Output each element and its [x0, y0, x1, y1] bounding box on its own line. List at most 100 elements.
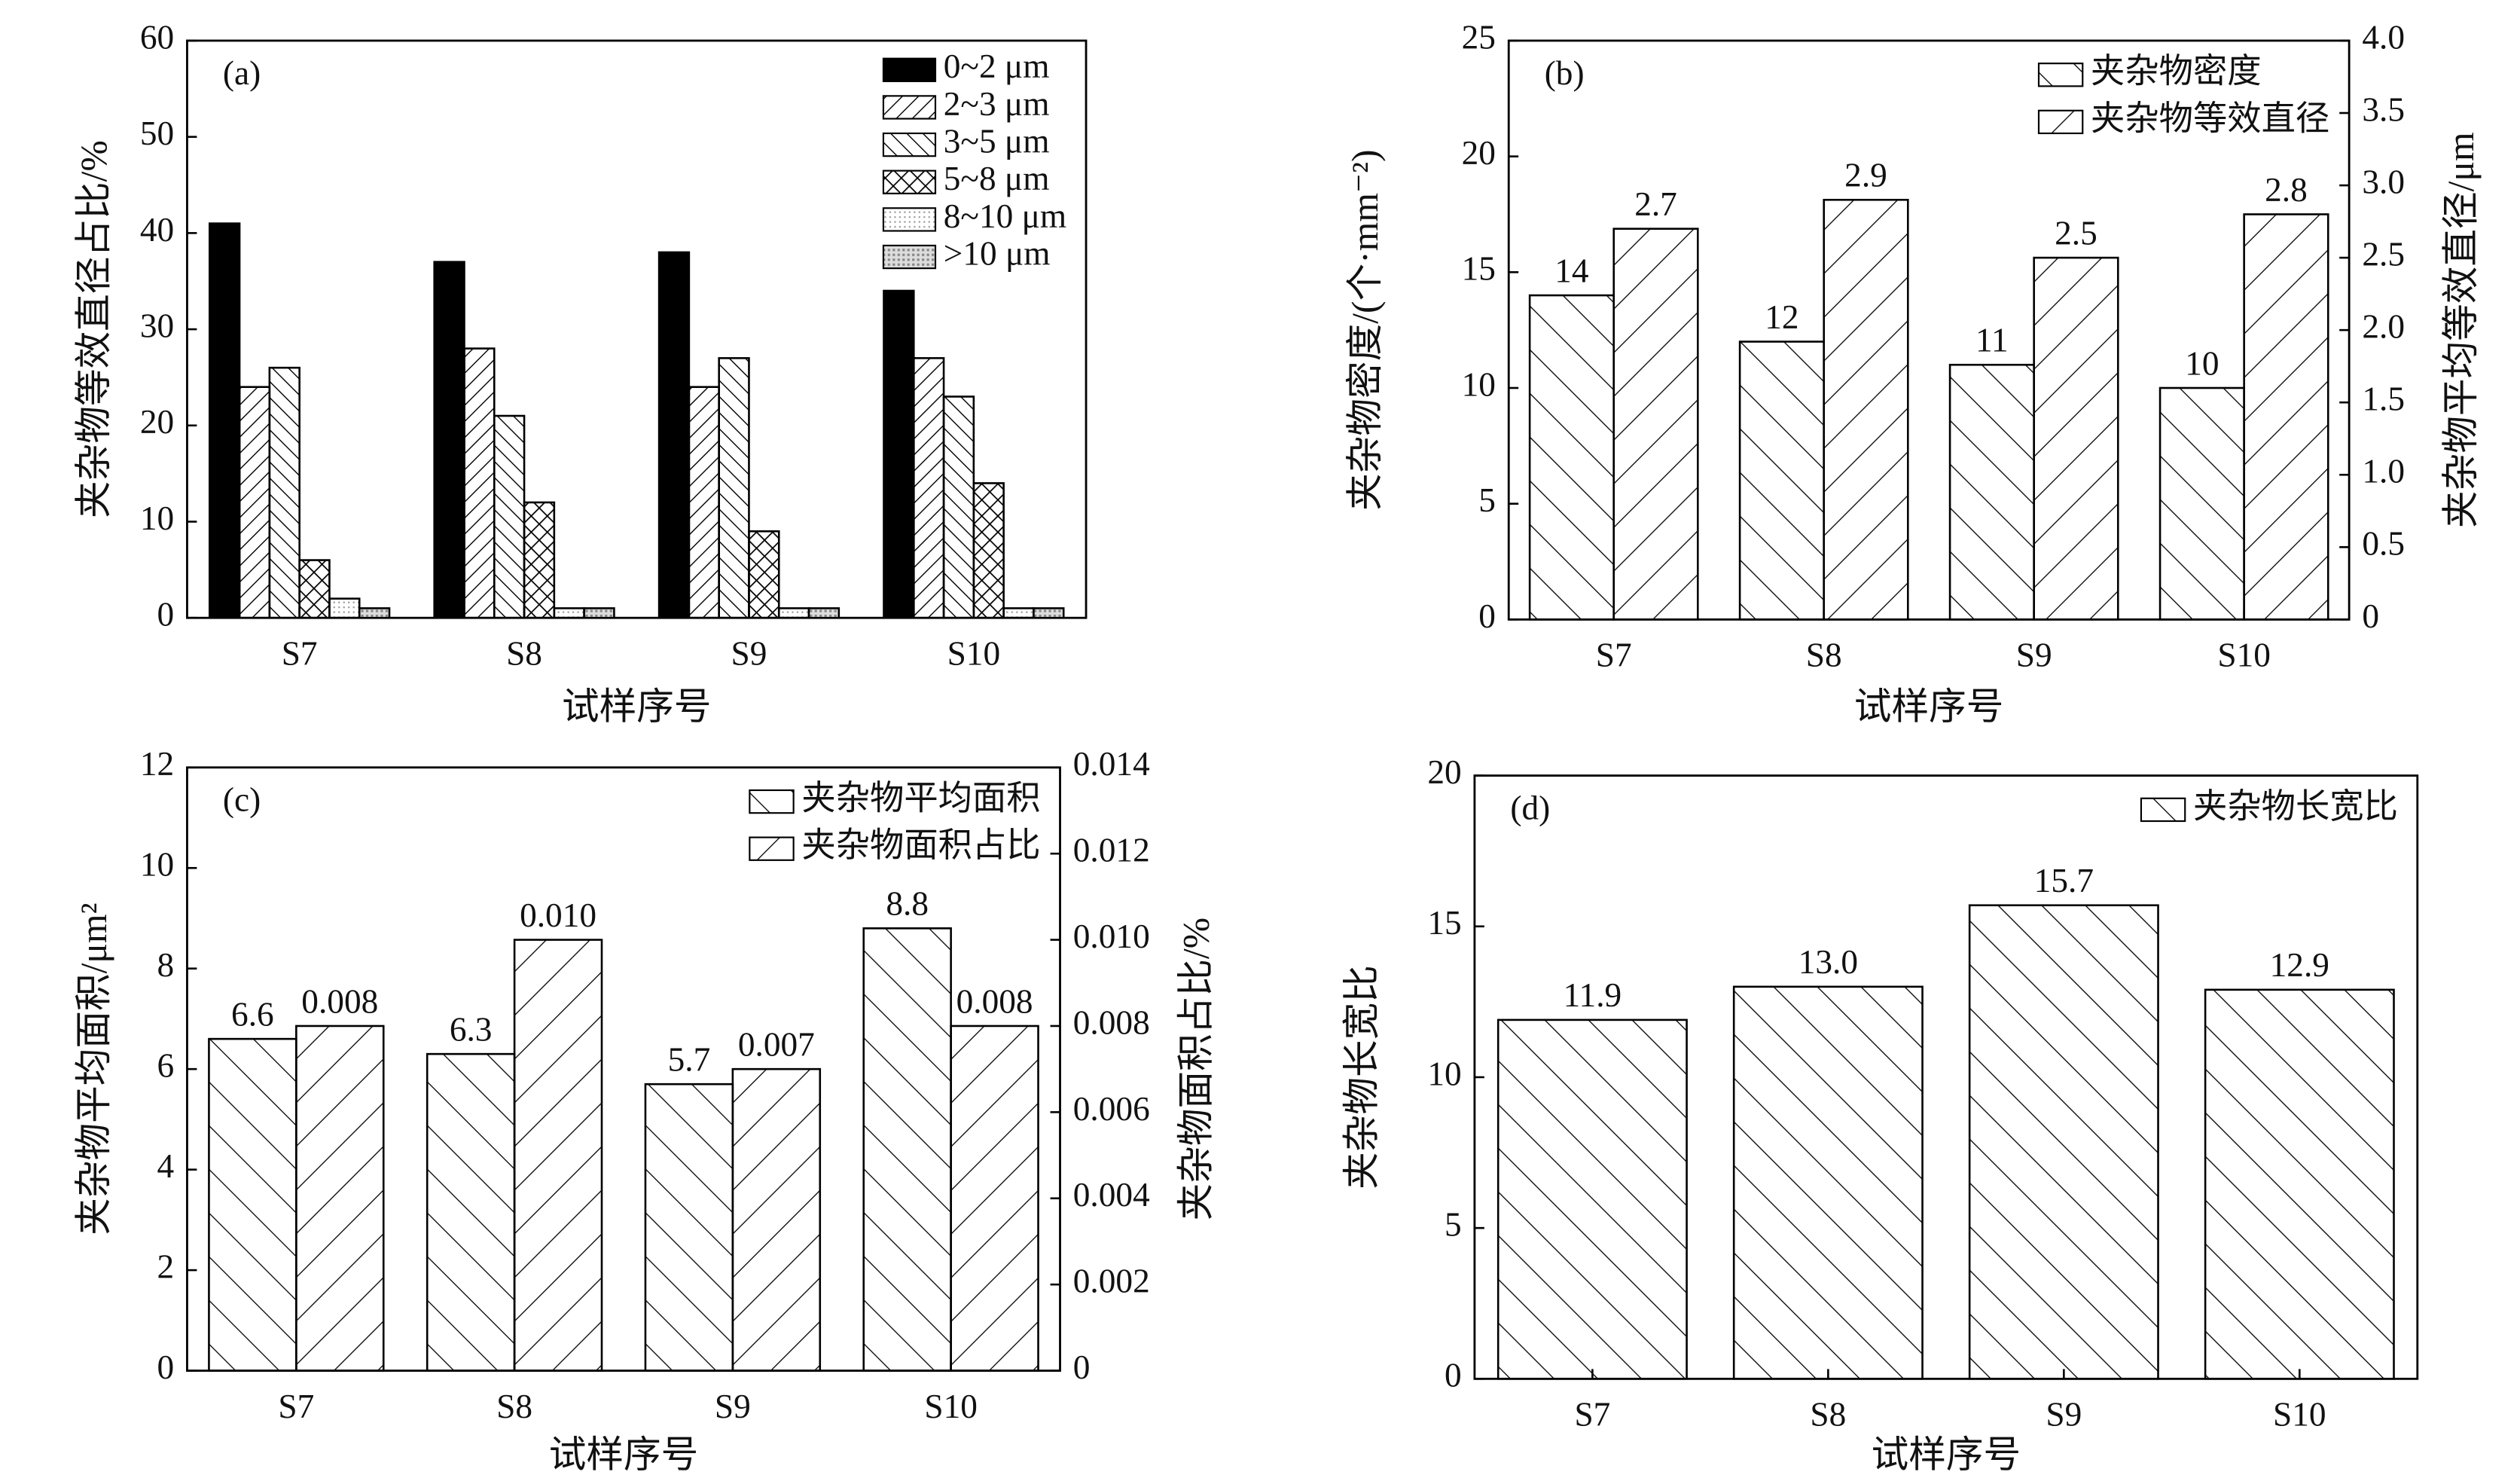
- y-tick-label: 0: [1478, 597, 1496, 635]
- bar: [208, 222, 241, 619]
- bar: [583, 607, 615, 619]
- y-tick-label: 25: [1462, 18, 1496, 56]
- y2-axis-label: 夹杂物平均等效直径/μm: [2440, 132, 2482, 528]
- bar: [358, 607, 391, 619]
- y2-tick-label: 0.010: [1073, 918, 1150, 955]
- y2-tick-label: 0.008: [1073, 1003, 1150, 1041]
- legend-label: 夹杂物密度: [2091, 53, 2262, 90]
- panel-label: (d): [1510, 789, 1550, 826]
- y2-tick-label: 0: [1073, 1348, 1091, 1386]
- bar: [2204, 988, 2395, 1380]
- y-tick-label: 4: [157, 1147, 175, 1185]
- y2-tick-label: 0: [2362, 597, 2379, 635]
- bar: [208, 1037, 297, 1372]
- bar: [807, 607, 841, 619]
- y-tick-label: 6: [157, 1047, 175, 1085]
- bar: [1732, 985, 1924, 1380]
- y-tick-label: 15: [1427, 904, 1461, 942]
- legend-label: 5~8 μm: [944, 160, 1050, 197]
- y2-tick-label: 4.0: [2362, 18, 2405, 56]
- bar: [942, 395, 975, 619]
- bar: [950, 1025, 1039, 1372]
- x-tick-label: S10: [2217, 637, 2271, 674]
- legend-swatch: [882, 57, 937, 82]
- bar: [523, 501, 556, 619]
- value-label: 13.0: [1798, 943, 1858, 981]
- legend-swatch: [882, 132, 937, 157]
- legend-swatch: [882, 95, 937, 120]
- value-label: 15.7: [2034, 862, 2094, 899]
- y2-tick-label: 0.014: [1073, 745, 1150, 783]
- value-label: 2.8: [2265, 171, 2308, 209]
- legend-label: >10 μm: [944, 234, 1051, 272]
- y2-tick-label: 0.012: [1073, 832, 1150, 869]
- bar: [657, 251, 691, 619]
- x-tick-label: S8: [1810, 1396, 1846, 1434]
- y-tick-label: 20: [140, 403, 174, 441]
- legend-label: 夹杂物等效直径: [2091, 99, 2329, 137]
- y2-tick-label: 0.004: [1073, 1176, 1150, 1214]
- value-label: 0.010: [520, 896, 596, 934]
- value-label: 11: [1975, 322, 2009, 359]
- y-axis-label: 夹杂物密度/(个·mm⁻²): [1344, 149, 1386, 510]
- legend-swatch: [2140, 797, 2186, 823]
- y-tick-label: 40: [140, 211, 174, 249]
- value-label: 0.008: [301, 982, 378, 1020]
- x-tick-label: S9: [2046, 1396, 2082, 1434]
- x-tick-label: S7: [282, 634, 318, 672]
- y-tick-label: 50: [140, 115, 174, 152]
- bar: [426, 1052, 516, 1372]
- bar: [1612, 228, 1699, 621]
- y-tick-label: 8: [157, 946, 175, 984]
- bar: [1968, 904, 2159, 1380]
- y-tick-label: 0: [157, 596, 175, 634]
- bar: [433, 261, 465, 619]
- panel-label: (b): [1545, 54, 1585, 92]
- x-tick-label: S9: [715, 1388, 751, 1425]
- bar: [2033, 256, 2119, 621]
- bar: [718, 357, 750, 619]
- x-tick-label: S8: [1806, 637, 1842, 674]
- value-label: 12.9: [2270, 946, 2329, 984]
- x-axis-label: 试样序号: [549, 1434, 699, 1475]
- bar: [1033, 607, 1065, 619]
- y-tick-label: 10: [1427, 1055, 1461, 1092]
- value-label: 0.007: [738, 1026, 815, 1064]
- bar: [1496, 1018, 1688, 1380]
- legend-label: 夹杂物长宽比: [2193, 787, 2398, 825]
- bar: [553, 607, 585, 619]
- x-tick-label: S9: [2016, 637, 2052, 674]
- bar: [2243, 213, 2329, 621]
- value-label: 6.3: [450, 1010, 493, 1048]
- y2-tick-label: 1.0: [2362, 453, 2405, 490]
- bar: [328, 597, 361, 619]
- bar: [1823, 198, 1909, 621]
- bar: [862, 927, 952, 1372]
- y2-tick-label: 2.5: [2362, 236, 2405, 273]
- y2-tick-label: 0.5: [2362, 525, 2405, 563]
- value-label: 5.7: [668, 1041, 711, 1079]
- x-tick-label: S8: [506, 634, 542, 672]
- value-label: 0.008: [956, 982, 1033, 1020]
- bar: [513, 939, 603, 1372]
- x-axis-label: 试样序号: [1872, 1434, 2021, 1475]
- value-label: 6.6: [231, 995, 274, 1033]
- y-axis-label: 夹杂物等效直径占比/%: [73, 140, 114, 518]
- bar: [1528, 294, 1615, 621]
- y-tick-label: 10: [1462, 365, 1496, 403]
- y-tick-label: 5: [1478, 481, 1496, 519]
- y-tick-label: 10: [140, 846, 174, 884]
- bar: [1738, 340, 1825, 621]
- bar: [731, 1067, 822, 1372]
- legend-label: 8~10 μm: [944, 197, 1066, 235]
- value-label: 10: [2185, 344, 2219, 382]
- y-tick-label: 0: [157, 1348, 175, 1386]
- bar: [268, 366, 301, 619]
- y-tick-label: 12: [140, 745, 174, 783]
- x-tick-label: S7: [278, 1388, 314, 1425]
- value-label: 2.9: [1844, 157, 1887, 194]
- bar: [912, 357, 945, 619]
- legend-label: 夹杂物平均面积: [801, 780, 1040, 817]
